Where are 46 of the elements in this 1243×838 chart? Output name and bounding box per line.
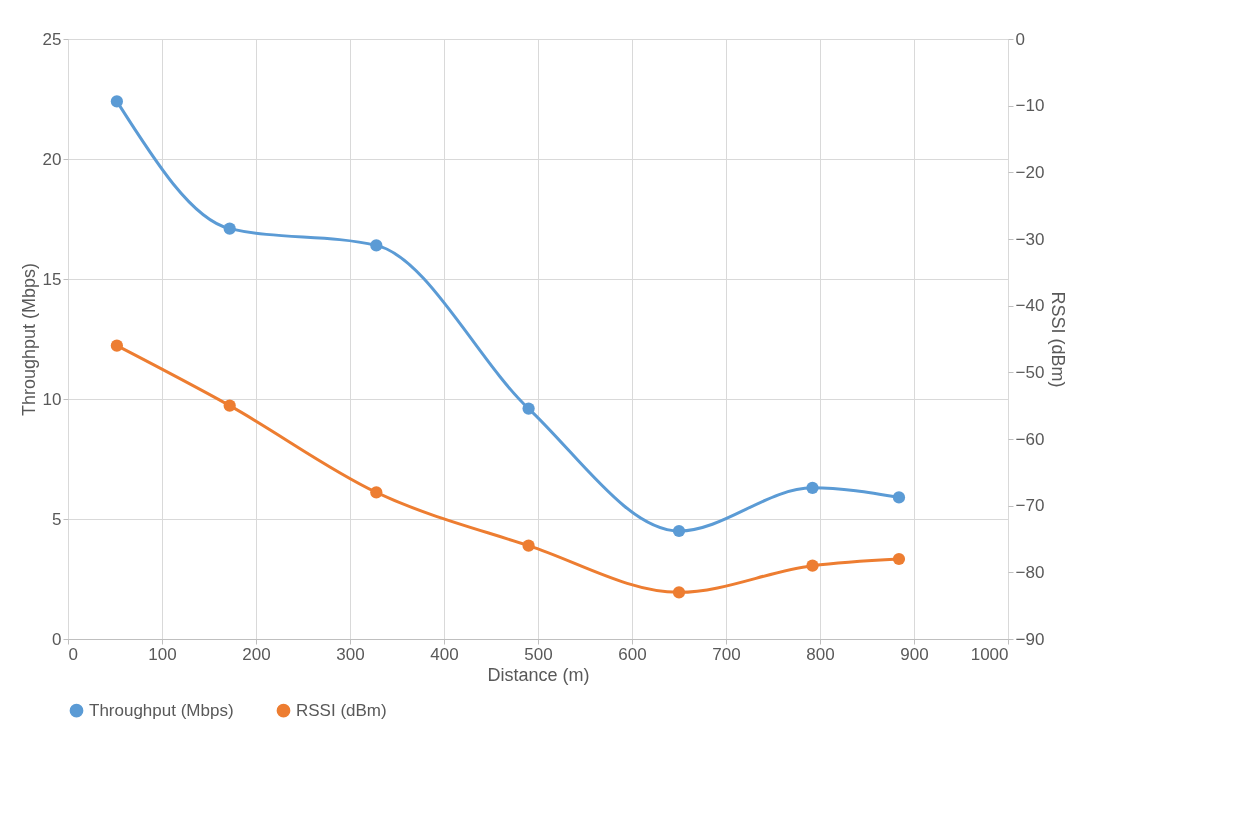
x-tick-label: 700 (712, 644, 741, 664)
point (370, 239, 383, 252)
point (806, 481, 819, 494)
y-tick-label: 15 (42, 269, 62, 289)
x-tick-label: 900 (900, 644, 929, 664)
y2-tick-label: −10 (1015, 96, 1045, 116)
legend-label: RSSI (dBm) (296, 700, 387, 720)
point (672, 586, 686, 599)
x-tick-label: 300 (336, 644, 365, 664)
point (672, 524, 686, 538)
x-tick-label: 200 (242, 644, 271, 664)
y2-tick-label: −60 (1015, 429, 1045, 449)
x-tick-label: 600 (618, 644, 647, 664)
y2-tick-label: −20 (1015, 162, 1045, 182)
x-tick-label: 500 (524, 644, 553, 664)
legend-label: Throughput (Mbps) (89, 700, 234, 720)
point (110, 339, 123, 352)
x-tick-label: 0 (68, 644, 78, 664)
point (806, 559, 819, 572)
x-tick-label: 1000 (970, 644, 1009, 664)
y2-tick-label: −40 (1015, 296, 1045, 316)
y2-tick-label: −30 (1015, 229, 1045, 249)
y2-tick-label: −80 (1015, 562, 1045, 582)
y2-tick-label: −50 (1015, 362, 1045, 382)
point (892, 491, 906, 504)
point (370, 486, 383, 499)
point (223, 399, 236, 412)
y-tick-label: 0 (52, 629, 62, 649)
y2-tick-label: 0 (1015, 29, 1025, 49)
point (522, 539, 535, 552)
y-tick-label: 10 (42, 389, 62, 409)
x-axis-title: Distance (m) (487, 664, 590, 685)
y-tick-label: 5 (52, 509, 62, 529)
y2-tick-label: −90 (1015, 629, 1045, 649)
x-tick-label: 400 (430, 644, 459, 664)
y-tick-label: 25 (42, 29, 62, 49)
x-tick-label: 100 (148, 644, 177, 664)
y2-axis-title: RSSI (dBm) (1048, 291, 1069, 388)
x-tick-label: 800 (806, 644, 835, 664)
y-axis-title: Throughput (Mbps) (18, 262, 39, 417)
point (892, 552, 906, 566)
y-tick-label: 20 (42, 149, 62, 169)
point (522, 402, 535, 415)
point (110, 95, 123, 108)
point (223, 222, 236, 235)
y2-tick-label: −70 (1015, 496, 1045, 516)
